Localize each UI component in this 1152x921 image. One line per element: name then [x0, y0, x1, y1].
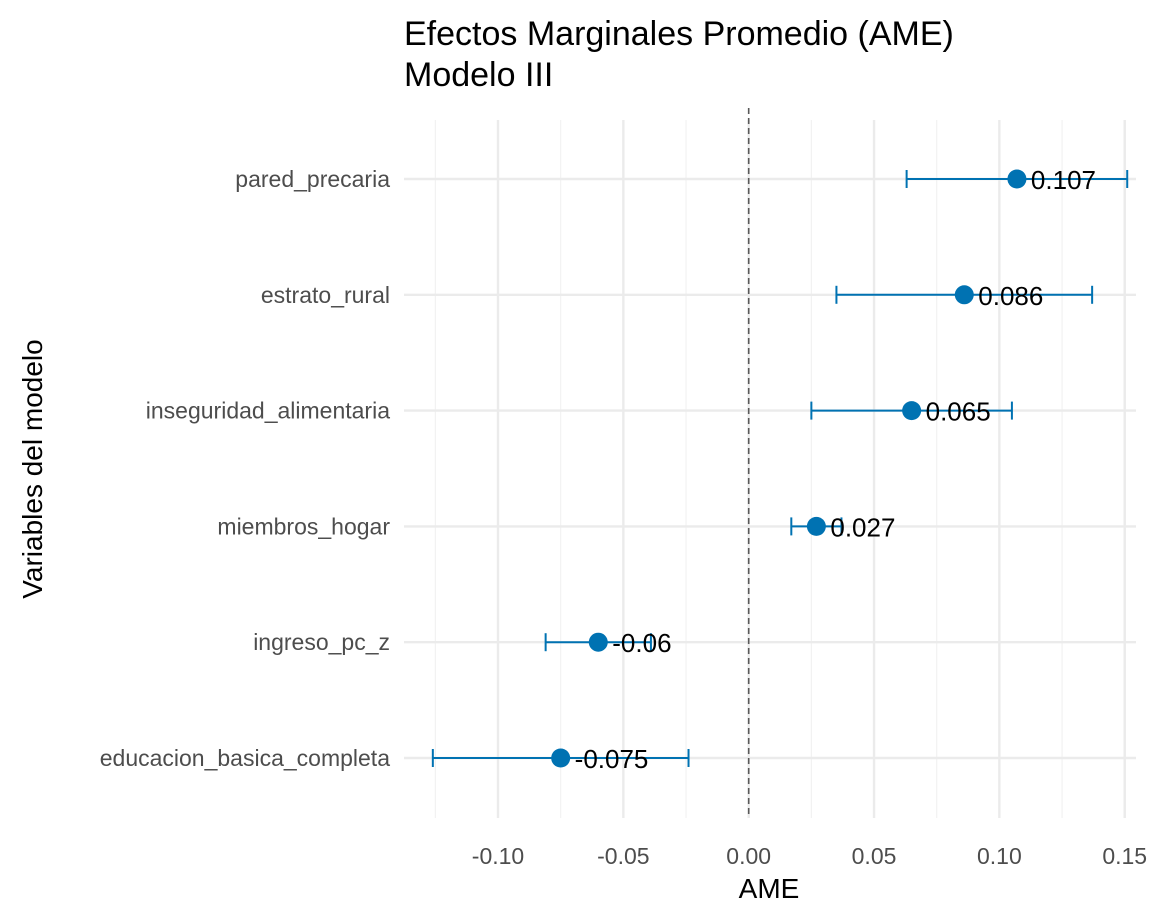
x-tick-labels: -0.10 -0.05 0.00 0.05 0.10 0.15	[472, 843, 1147, 869]
major-gridlines	[404, 120, 1136, 818]
ame-point	[588, 632, 608, 652]
y-tick-label: inseguridad_alimentaria	[146, 398, 390, 424]
x-tick-label: -0.10	[472, 843, 524, 869]
chart-subtitle: Modelo III	[404, 56, 553, 94]
y-tick-label: estrato_rural	[261, 282, 390, 308]
x-tick-label: 0.10	[977, 843, 1022, 869]
x-tick-label: 0.15	[1102, 843, 1147, 869]
data-label: -0.075	[575, 744, 649, 774]
x-axis-title: AME	[739, 873, 800, 904]
minor-gridlines	[434, 120, 1063, 818]
ame-point	[806, 516, 826, 536]
x-tick-label: 0.00	[726, 843, 771, 869]
y-tick-label: ingreso_pc_z	[253, 629, 390, 655]
data-marks: 0.107 0.086 0.065 0.027 -0.06 -0.075	[431, 165, 1129, 774]
ame-point	[902, 401, 922, 421]
data-label: 0.065	[926, 397, 991, 427]
x-tick-label: -0.05	[597, 843, 649, 869]
data-label: 0.086	[978, 281, 1043, 311]
y-tick-labels: pared_precaria estrato_rural inseguridad_a…	[100, 166, 391, 771]
data-label: 0.027	[830, 512, 895, 542]
data-label: 0.107	[1031, 165, 1096, 195]
chart-title: Efectos Marginales Promedio (AME)	[404, 15, 954, 53]
ame-point	[551, 748, 571, 768]
y-tick-label: miembros_hogar	[217, 513, 390, 539]
ame-point	[954, 285, 974, 305]
ame-point	[1007, 169, 1027, 189]
y-axis-title: Variables del modelo	[17, 339, 48, 598]
y-tick-label: educacion_basica_completa	[100, 745, 390, 771]
data-label: -0.06	[612, 628, 671, 658]
y-tick-label: pared_precaria	[235, 166, 390, 192]
x-tick-label: 0.05	[852, 843, 897, 869]
